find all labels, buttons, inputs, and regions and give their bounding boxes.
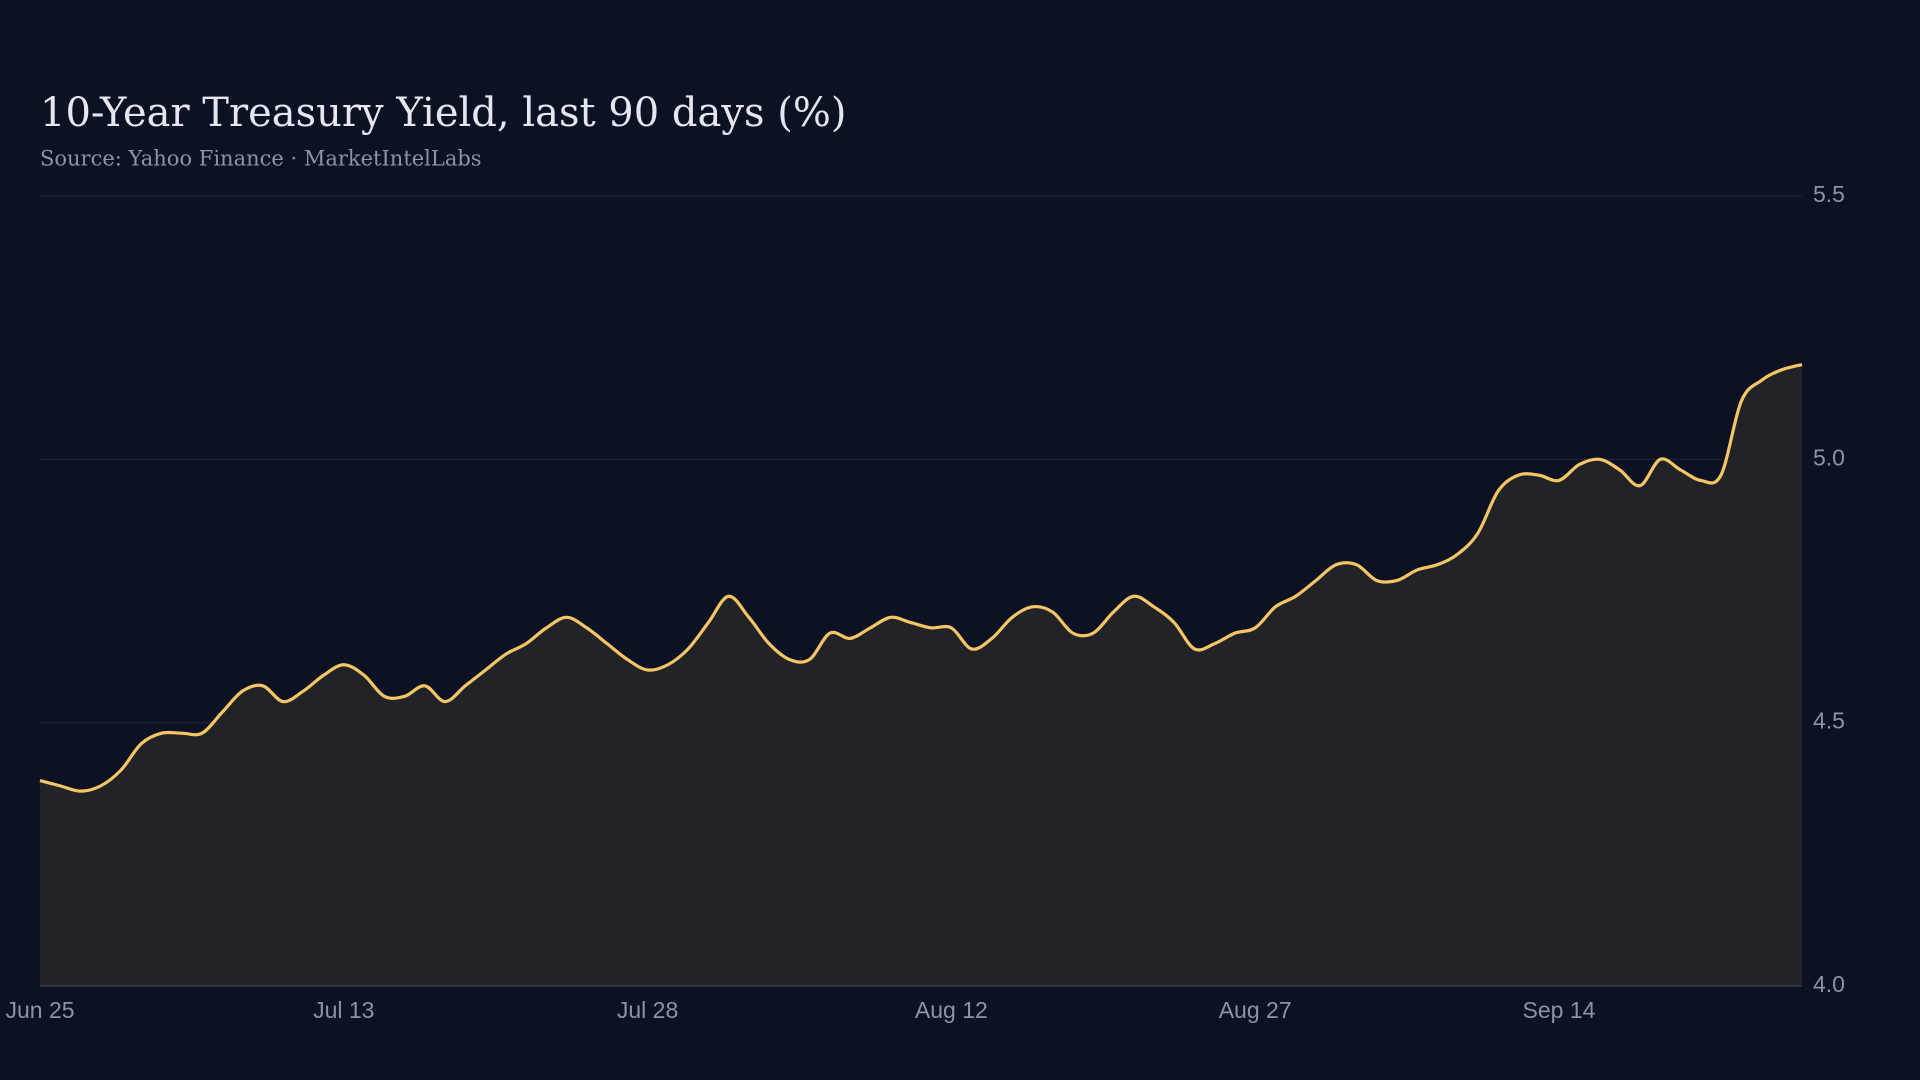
- y-tick-label: 5.5: [1813, 181, 1845, 207]
- x-tick-label: Jul 28: [617, 997, 678, 1023]
- x-tick-label: Aug 27: [1219, 997, 1292, 1023]
- y-tick-label: 4.0: [1813, 971, 1845, 997]
- x-tick-label: Aug 12: [915, 997, 988, 1023]
- chart-title: 10-Year Treasury Yield, last 90 days (%): [40, 90, 846, 136]
- x-tick-label: Sep 14: [1523, 997, 1596, 1023]
- y-tick-label: 5.0: [1813, 444, 1845, 470]
- x-tick-label: Jun 25: [5, 997, 74, 1023]
- area-fill: [40, 364, 1802, 986]
- line: [39, 362, 1803, 793]
- chart-subtitle: Source: Yahoo Finance · MarketIntelLabs: [40, 147, 482, 171]
- y-tick-label: 4.5: [1813, 708, 1845, 734]
- x-tick-label: Jul 13: [313, 997, 374, 1023]
